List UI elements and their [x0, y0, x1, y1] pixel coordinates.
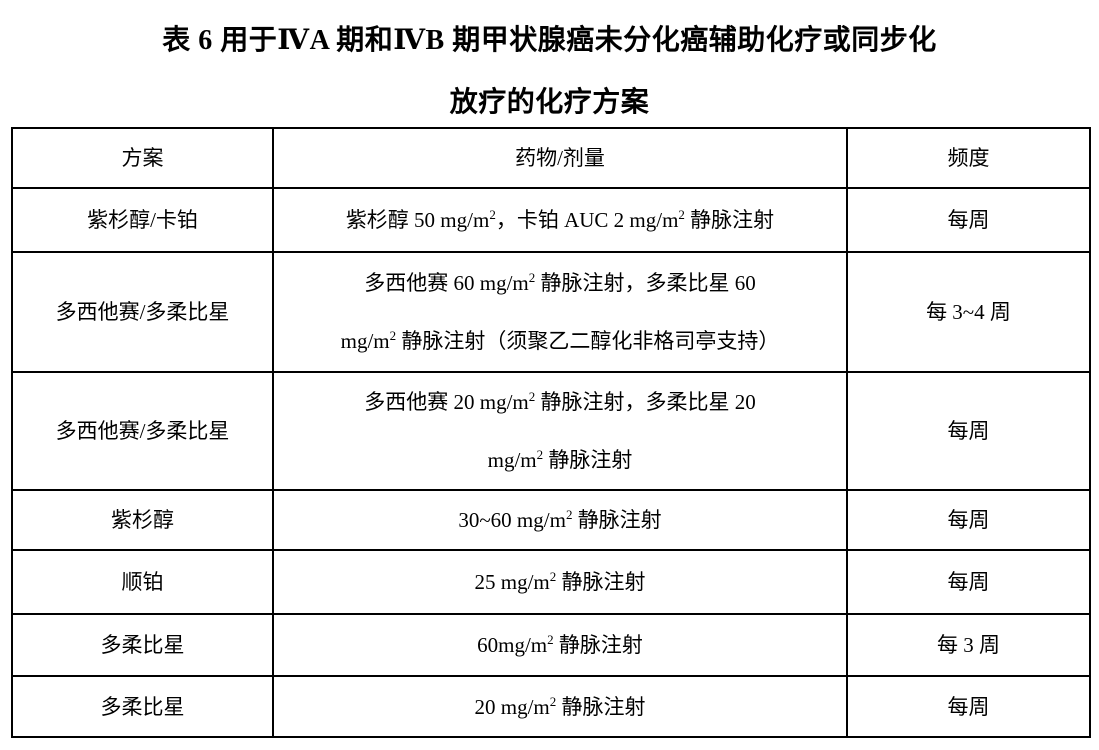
dose-cell: 30~60 mg/m2 静脉注射: [272, 489, 848, 551]
scheme-cell: 多西他赛/多柔比星: [11, 371, 274, 491]
scheme-cell: 多西他赛/多柔比星: [11, 251, 274, 373]
table-caption: 表 6 用于ⅣA 期和ⅣB 期甲状腺癌未分化癌辅助化疗或同步化 放疗的化疗方案: [0, 0, 1099, 120]
scheme-cell: 多柔比星: [11, 613, 274, 677]
table-caption-line2: 放疗的化疗方案: [449, 87, 650, 118]
frequency-cell: 每周: [846, 371, 1091, 491]
scheme-cell: 紫杉醇: [11, 489, 274, 551]
table-row: 多柔比星 20 mg/m2 静脉注射 每周: [11, 675, 1091, 738]
col-header-drug-dose: 药物/剂量: [272, 127, 848, 189]
table-row: 顺铂 25 mg/m2 静脉注射 每周: [11, 549, 1091, 615]
frequency-cell: 每周: [846, 675, 1091, 738]
col-header-scheme: 方案: [11, 127, 274, 189]
chemo-regimen-table: 方案 药物/剂量 频度 紫杉醇/卡铂 紫杉醇 50 mg/m2，卡铂 AUC 2 …: [11, 127, 1091, 738]
dose-cell: 60mg/m2 静脉注射: [272, 613, 848, 677]
scheme-cell: 紫杉醇/卡铂: [11, 187, 274, 253]
frequency-cell: 每周: [846, 489, 1091, 551]
dose-cell: 多西他赛 60 mg/m2 静脉注射，多柔比星 60 mg/m2 静脉注射（须聚乙…: [272, 251, 848, 373]
table-row: 多西他赛/多柔比星 多西他赛 60 mg/m2 静脉注射，多柔比星 60 mg/m2…: [11, 251, 1091, 373]
frequency-cell: 每周: [846, 187, 1091, 253]
frequency-cell: 每 3~4 周: [846, 251, 1091, 373]
frequency-cell: 每 3 周: [846, 613, 1091, 677]
table-row: 多西他赛/多柔比星 多西他赛 20 mg/m2 静脉注射，多柔比星 20 mg/m2…: [11, 371, 1091, 491]
header-row: 方案 药物/剂量 频度: [11, 127, 1091, 189]
scheme-cell: 顺铂: [11, 549, 274, 615]
frequency-cell: 每周: [846, 549, 1091, 615]
dose-cell: 紫杉醇 50 mg/m2，卡铂 AUC 2 mg/m2 静脉注射: [272, 187, 848, 253]
table-row: 紫杉醇 30~60 mg/m2 静脉注射 每周: [11, 489, 1091, 551]
scheme-cell: 多柔比星: [11, 675, 274, 738]
dose-cell: 25 mg/m2 静脉注射: [272, 549, 848, 615]
table-body: 紫杉醇/卡铂 紫杉醇 50 mg/m2，卡铂 AUC 2 mg/m2 静脉注射 每周…: [11, 187, 1091, 738]
table-row: 紫杉醇/卡铂 紫杉醇 50 mg/m2，卡铂 AUC 2 mg/m2 静脉注射 每周: [11, 187, 1091, 253]
col-header-frequency: 频度: [846, 127, 1091, 189]
table-row: 多柔比星 60mg/m2 静脉注射每 3 周: [11, 613, 1091, 677]
dose-cell: 20 mg/m2 静脉注射: [272, 675, 848, 738]
table-caption-line1: 表 6 用于ⅣA 期和ⅣB 期甲状腺癌未分化癌辅助化疗或同步化: [162, 25, 937, 56]
dose-cell: 多西他赛 20 mg/m2 静脉注射，多柔比星 20 mg/m2 静脉注射: [272, 371, 848, 491]
